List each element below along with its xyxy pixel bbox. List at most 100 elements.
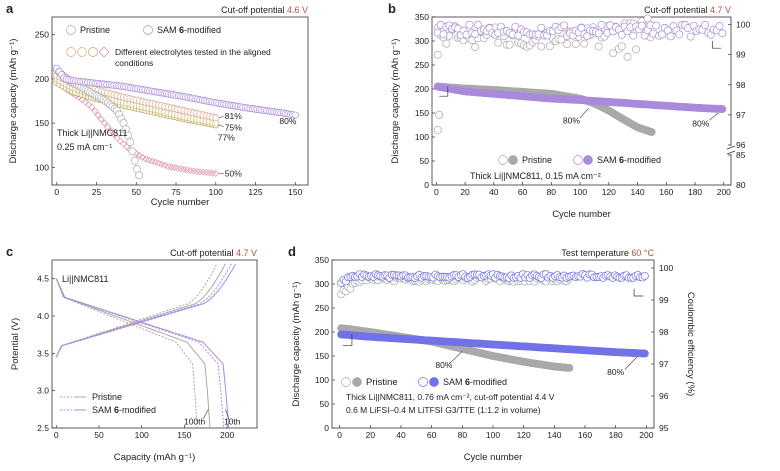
leader-line xyxy=(624,356,638,370)
data-point-pristine xyxy=(135,171,144,180)
data-point-ce-pristine xyxy=(580,39,589,48)
axis-break-gap xyxy=(728,146,736,154)
plot-frame xyxy=(51,259,258,429)
legend-sam-label: SAM 6-modified xyxy=(157,25,221,35)
y-axis-label-c: Potential (V) xyxy=(10,318,21,370)
data-point-capacity-pristine xyxy=(647,128,656,137)
data-point-e4 xyxy=(151,158,159,166)
data-point-e4 xyxy=(158,160,166,168)
x-tick-label: 180 xyxy=(609,430,623,440)
legend-marker-sam-hollow xyxy=(418,377,428,387)
data-point-capacity-sam xyxy=(718,105,727,114)
y-tick-label: 50 xyxy=(320,399,330,409)
y-tick-label: 3.5 xyxy=(37,348,49,358)
data-point-ce-pristine xyxy=(471,43,480,52)
y-tick-label: 100 xyxy=(415,132,429,142)
y-tick-label: 250 xyxy=(315,303,329,313)
end-label-50: 50% xyxy=(225,169,242,179)
data-point-ce-pristine xyxy=(623,52,632,61)
legend-marker-pristine-hollow xyxy=(341,377,351,387)
temp-label-d: Test temperature 60 °C xyxy=(561,248,654,258)
leader-line xyxy=(579,107,589,119)
data-point-e4 xyxy=(104,123,112,131)
legend-pristine-label: Pristine xyxy=(92,392,122,402)
data-point-e4 xyxy=(209,169,217,177)
data-point-ce-sam xyxy=(675,30,684,39)
legend-marker-pristine-filled xyxy=(352,377,362,387)
y-tick-label: 0 xyxy=(424,180,429,190)
data-point-ce-pristine xyxy=(643,14,652,23)
label-80-sam: 80% xyxy=(692,118,709,128)
data-point-e4 xyxy=(148,157,156,165)
data-point-ce-pristine xyxy=(545,42,554,51)
data-point-ce-pristine xyxy=(537,42,546,51)
data-point-ce-pristine xyxy=(632,45,641,54)
axis-arrow-left xyxy=(342,334,353,346)
x-tick-label: 75 xyxy=(171,187,181,197)
data-point-e4 xyxy=(81,98,89,106)
x-tick-label: 80 xyxy=(458,430,468,440)
y-tick-label: 200 xyxy=(415,84,429,94)
data-point-e4 xyxy=(212,170,220,177)
data-point-ce-pristine xyxy=(594,42,603,51)
data-point-e4 xyxy=(161,161,169,169)
data-point-ce-sam xyxy=(686,32,695,41)
legend-sam-label: SAM 6-modified xyxy=(92,405,156,415)
data-point-pristine xyxy=(126,138,135,147)
cycle-label-10th: 10th xyxy=(224,416,241,426)
series-capacity-sam_d xyxy=(337,330,649,358)
data-point-e4 xyxy=(155,159,162,167)
axis-break-mark xyxy=(726,150,736,155)
cycle-label-100th: 100th xyxy=(184,416,206,426)
annotation-cell-a: Thick Li||NMC811 xyxy=(57,128,128,138)
data-point-e4 xyxy=(94,111,102,119)
x-tick-label: 180 xyxy=(688,187,702,197)
y-tick-label: 300 xyxy=(415,36,429,46)
y2-tick-label: 99 xyxy=(736,50,746,60)
data-point-ce-pristine xyxy=(571,40,580,48)
x-tick-label: 60 xyxy=(518,187,528,197)
x-tick-label: 40 xyxy=(396,430,406,440)
x-tick-label: 40 xyxy=(489,187,499,197)
panel-b: 0 20 40 60 80 100 120 140 160 180 200 0 50 100 150 200 2… xyxy=(388,1,750,220)
data-point-e4 xyxy=(85,101,92,109)
legend-marker-sam-hollow xyxy=(573,155,583,165)
legend-d: Pristine SAM 6-modified xyxy=(341,377,507,388)
data-point-ce-sam xyxy=(597,20,606,29)
x-tick-label: 20 xyxy=(460,187,470,197)
legend-marker-pristine-hollow xyxy=(498,155,508,165)
legend-pristine-label: Pristine xyxy=(80,25,110,35)
y2-tick-label: 96 xyxy=(736,140,746,150)
y2-tick-label: 96 xyxy=(659,391,669,401)
panel-d: 0 20 40 60 80 100 120 140 160 180 200 0 50 100 150 200 2… xyxy=(288,244,696,463)
y2-tick-label: 100 xyxy=(736,20,750,30)
data-point-ce-sam xyxy=(666,32,675,41)
legend-marker-e2 xyxy=(77,47,87,57)
y2-tick-label: 95 xyxy=(659,423,669,433)
y-tick-label: 200 xyxy=(315,327,329,337)
x-tick-label: 100 xyxy=(486,430,500,440)
x-axis-label-d: Cycle number xyxy=(464,452,523,463)
y-tick-label: 300 xyxy=(315,279,329,289)
axis-arrow-right xyxy=(711,41,721,49)
x-tick-label: 50 xyxy=(94,430,104,440)
data-point-e4 xyxy=(107,127,115,135)
end-label-81: 81% xyxy=(225,111,242,121)
x-axis-label-c: Capacity (mAh g⁻¹) xyxy=(114,452,196,463)
legend-marker-e1 xyxy=(66,47,76,57)
legend-sam-label: SAM 6-modified xyxy=(443,377,507,387)
data-point-e4 xyxy=(91,107,99,115)
leader-line xyxy=(218,124,224,127)
label-80-pristine: 80% xyxy=(435,360,452,370)
curve-charge-sam-dashed xyxy=(55,263,232,358)
x-tick-label: 160 xyxy=(659,187,673,197)
series-capacity-sam xyxy=(433,82,727,114)
series-sam xyxy=(53,64,299,119)
y2-tick-label: 100 xyxy=(659,263,673,273)
data-point-e4 xyxy=(110,130,118,138)
data-point-e4 xyxy=(145,156,153,164)
legend-c: Pristine SAM 6-modified xyxy=(60,392,156,415)
curve-discharge-pristine-dashed xyxy=(55,278,198,429)
legend-pristine-label: Pristine xyxy=(366,377,398,388)
end-label-75: 75% xyxy=(225,123,242,133)
